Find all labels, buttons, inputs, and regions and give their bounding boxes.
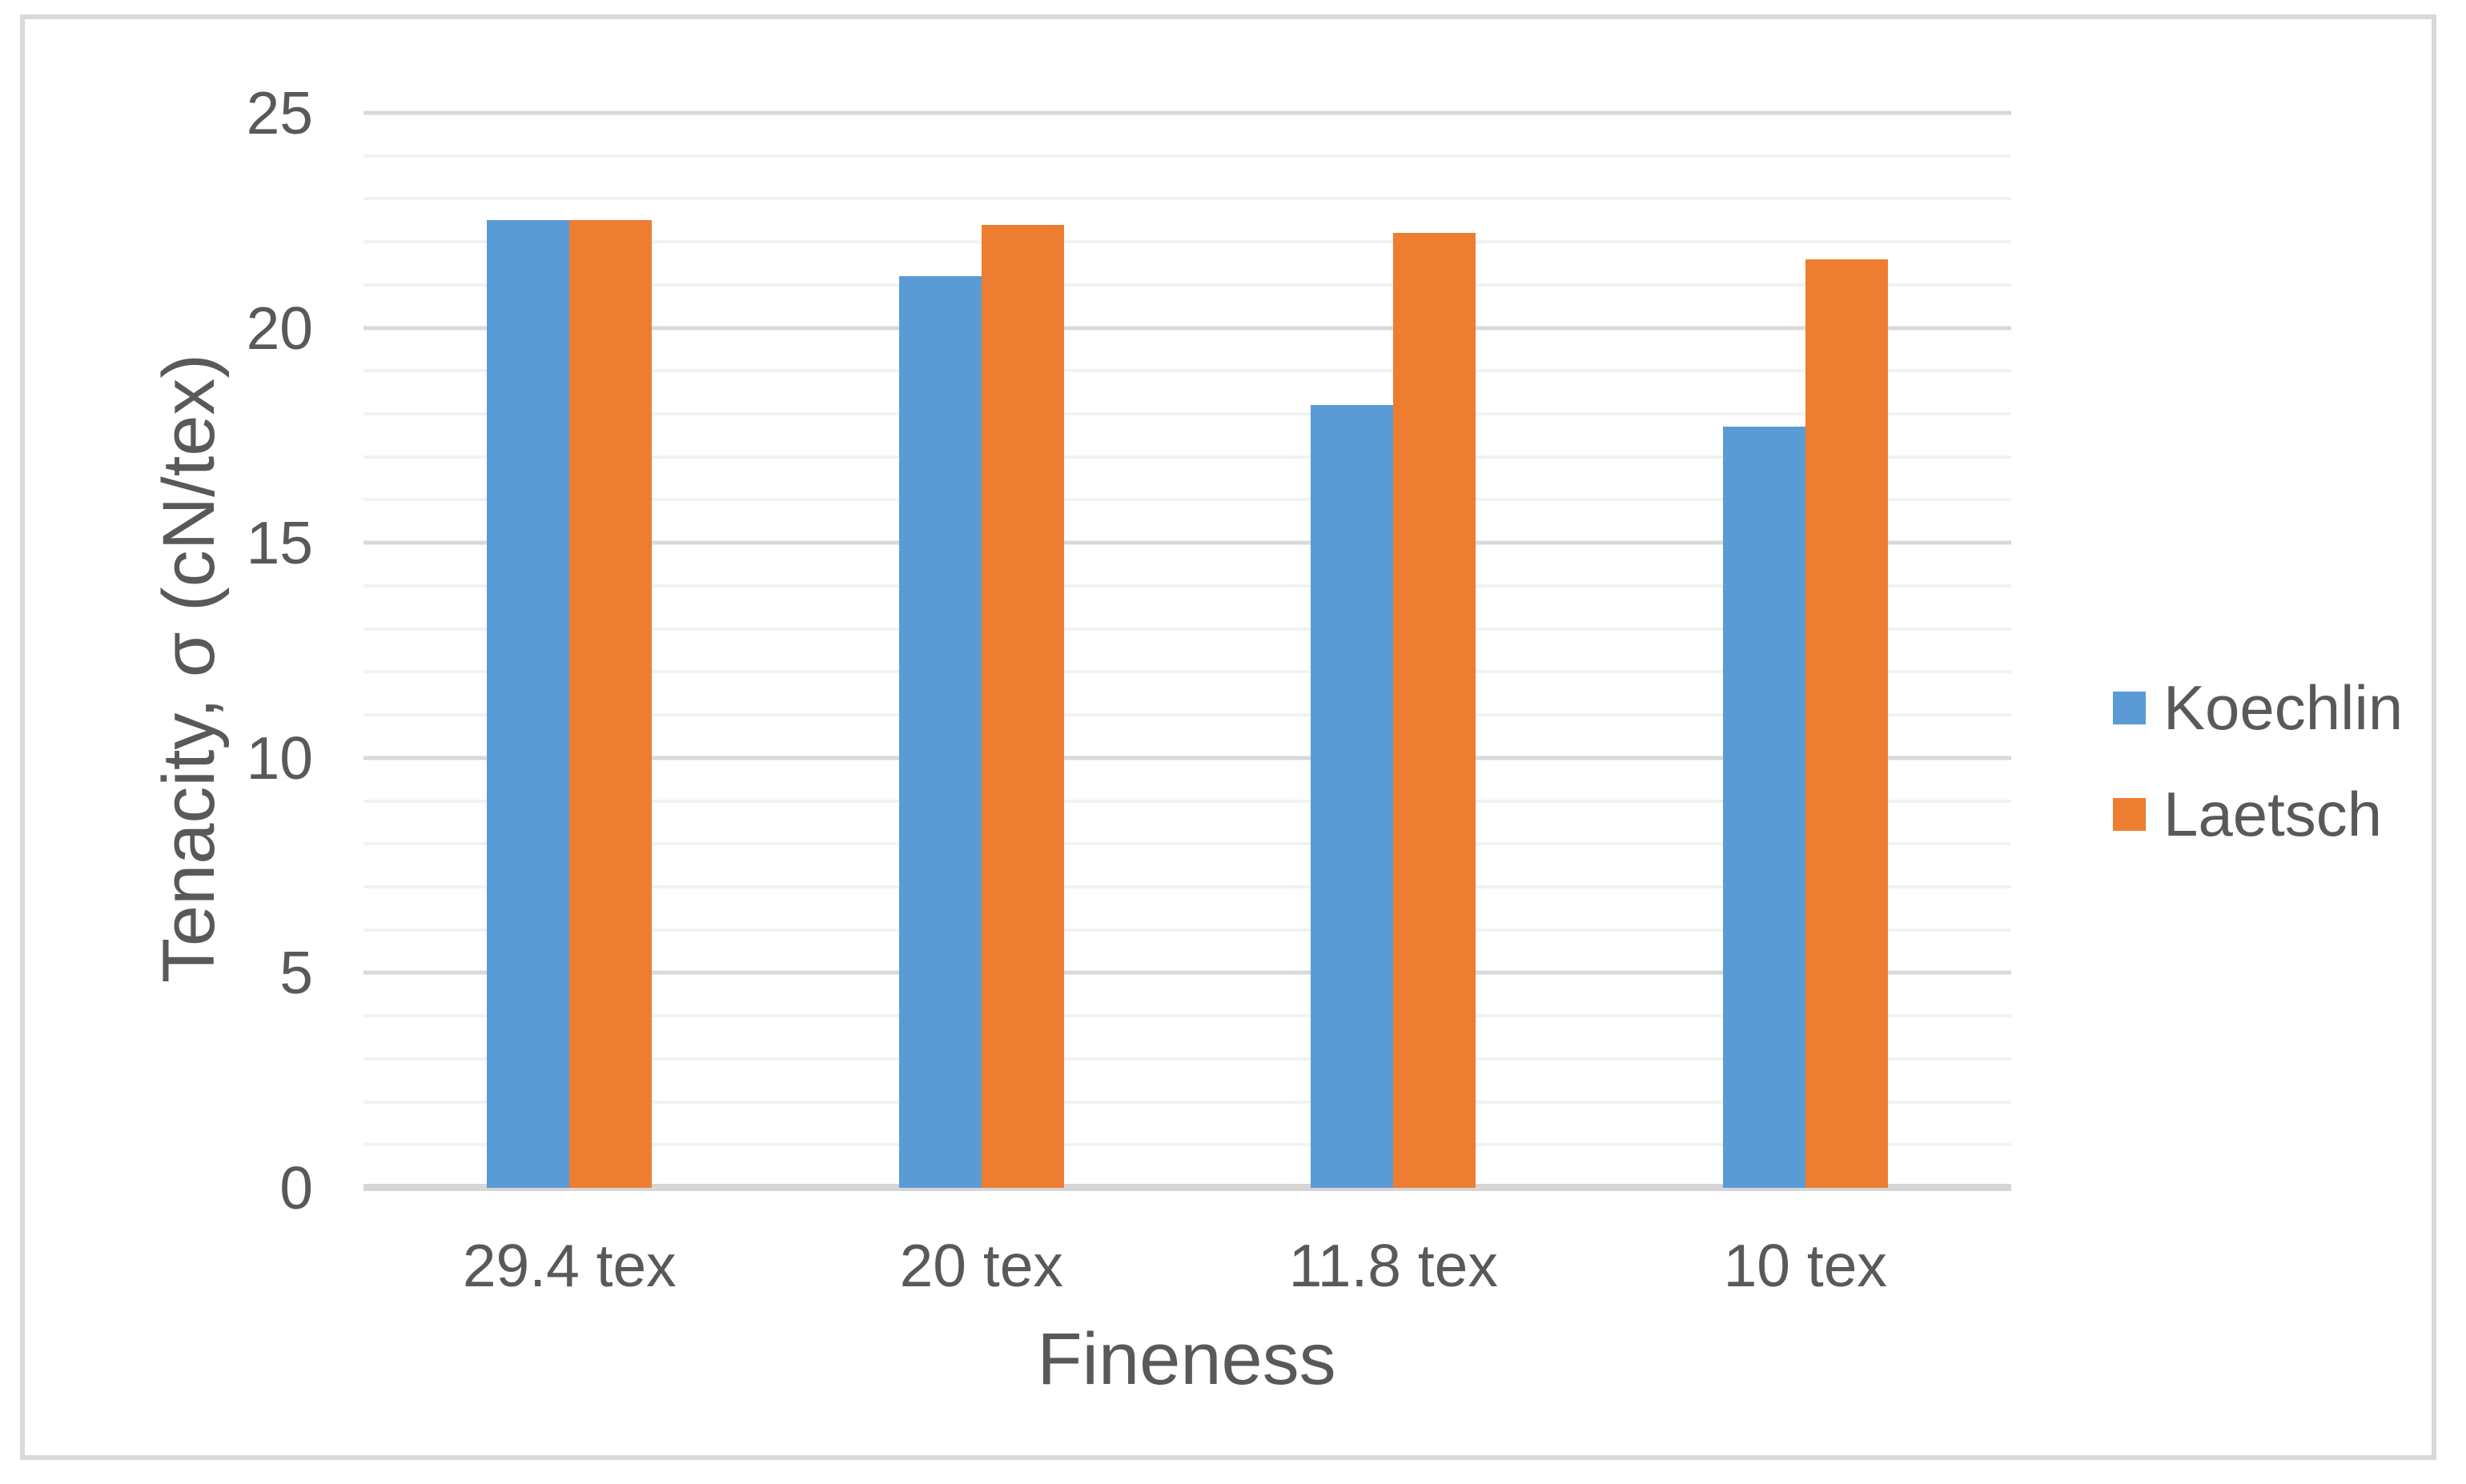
x-axis-title: Fineness <box>1037 1318 1336 1400</box>
bar-koechlin-10-tex <box>1722 427 1805 1188</box>
minor-gridline-12 <box>363 670 2011 674</box>
bar-laetsch-10-tex <box>1805 259 1888 1188</box>
minor-gridline-21 <box>363 283 2011 287</box>
major-gridline-15 <box>363 540 2011 545</box>
minor-gridline-4 <box>363 1014 2011 1018</box>
legend-item-koechlin: Koechlin <box>2113 674 2403 741</box>
y-tick-label-10: 10 <box>246 724 313 792</box>
minor-gridline-19 <box>363 369 2011 373</box>
minor-gridline-11 <box>363 713 2011 717</box>
bar-laetsch-11.8-tex <box>1393 233 1476 1188</box>
minor-gridline-13 <box>363 627 2011 631</box>
bar-koechlin-29.4-tex <box>487 220 570 1188</box>
bar-laetsch-29.4-tex <box>569 220 653 1188</box>
y-tick-label-25: 25 <box>246 79 313 146</box>
minor-gridline-18 <box>363 412 2011 416</box>
minor-gridline-8 <box>363 842 2011 846</box>
minor-gridline-23 <box>363 197 2011 201</box>
minor-gridline-3 <box>363 1057 2011 1061</box>
legend-label: Laetsch <box>2163 779 2383 849</box>
y-tick-label-15: 15 <box>246 509 313 577</box>
chart-frame: Tenacity, σ (cN/tex) 0 5 10 15 20 25 29.4 tex… <box>20 14 2436 1460</box>
minor-gridline-6 <box>363 928 2011 932</box>
x-category-label-29.4-tex: 29.4 tex <box>462 1232 677 1299</box>
major-gridline-20 <box>363 326 2011 331</box>
x-category-label-11.8-tex: 11.8 tex <box>1288 1232 1498 1299</box>
x-axis-line <box>363 1184 2011 1191</box>
plot-area <box>363 110 2011 1191</box>
minor-gridline-2 <box>363 1100 2011 1104</box>
x-category-label-20-tex: 20 tex <box>899 1232 1063 1299</box>
legend-item-laetsch: Laetsch <box>2113 780 2403 848</box>
minor-gridline-22 <box>363 240 2011 244</box>
minor-gridline-14 <box>363 584 2011 588</box>
y-tick-label-20: 20 <box>246 294 313 362</box>
legend: Koechlin Laetsch <box>2113 674 2403 848</box>
legend-swatch-icon <box>2113 797 2146 831</box>
major-gridline-5 <box>363 970 2011 975</box>
minor-gridline-16 <box>363 498 2011 502</box>
x-category-label-10-tex: 10 tex <box>1723 1232 1887 1299</box>
minor-gridline-9 <box>363 799 2011 803</box>
minor-gridline-1 <box>363 1143 2011 1147</box>
minor-gridline-17 <box>363 455 2011 459</box>
bar-laetsch-20-tex <box>981 225 1064 1188</box>
minor-gridline-24 <box>363 154 2011 158</box>
legend-swatch-icon <box>2113 691 2146 724</box>
bar-koechlin-20-tex <box>898 276 982 1188</box>
legend-label: Koechlin <box>2163 672 2404 743</box>
major-gridline-10 <box>363 756 2011 760</box>
minor-gridline-7 <box>363 884 2011 888</box>
y-tick-label-0: 0 <box>279 1154 313 1221</box>
bar-koechlin-11.8-tex <box>1311 405 1394 1188</box>
y-tick-label-5: 5 <box>279 939 313 1007</box>
major-gridline-25 <box>363 110 2011 115</box>
